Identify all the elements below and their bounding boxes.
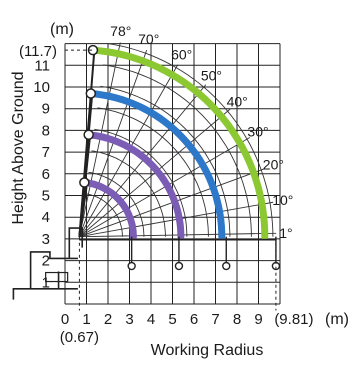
truck-outrigger bbox=[12, 288, 78, 300]
y-tick-label: 7 bbox=[42, 144, 50, 161]
boom-tip-curve bbox=[87, 90, 226, 241]
angle-label: 50° bbox=[201, 67, 222, 83]
angle-label: 60° bbox=[171, 46, 192, 62]
y-tick-label: 11 bbox=[34, 57, 50, 74]
angle-label: 70° bbox=[138, 31, 159, 47]
x-tick-label: 3 bbox=[125, 311, 133, 328]
boom-silhouette bbox=[78, 54, 96, 237]
radius-arc bbox=[106, 42, 274, 237]
x-tick-label: 2 bbox=[104, 311, 112, 328]
boom-tip-hook bbox=[79, 177, 90, 188]
hook-marker bbox=[127, 261, 136, 271]
truck-cab bbox=[29, 251, 78, 289]
dimension-guides bbox=[65, 49, 277, 311]
crane-pedestal bbox=[68, 227, 83, 259]
y-tick-label: 4 bbox=[42, 209, 50, 226]
x-special-label: (0.67) bbox=[60, 329, 99, 346]
boom-tip-hook bbox=[83, 129, 94, 140]
angle-label: 30° bbox=[247, 123, 268, 139]
x-tick-label: 0 bbox=[61, 311, 69, 328]
y-unit-label: (m) bbox=[50, 21, 74, 38]
labels: Height Above Ground Working Radius (m) (… bbox=[10, 21, 349, 359]
x-tick-label: 8 bbox=[233, 311, 241, 328]
boom-tip-curves bbox=[79, 44, 281, 271]
radius-arc bbox=[91, 150, 166, 237]
x-tick-label: 4 bbox=[147, 311, 155, 328]
angle-label: 78° bbox=[110, 23, 131, 39]
y-tick-label: 2 bbox=[42, 253, 50, 270]
y-tick-label: 8 bbox=[42, 122, 50, 139]
radius-arc bbox=[97, 107, 209, 237]
x-tick-label: 6 bbox=[190, 311, 198, 328]
radius-arc bbox=[103, 64, 252, 237]
y-tick-label: 1 bbox=[42, 274, 50, 291]
x-tick-label: 5 bbox=[168, 311, 176, 328]
angle-label: 20° bbox=[263, 157, 284, 173]
y-tick-label: 10 bbox=[33, 79, 50, 96]
radius-arc bbox=[100, 85, 231, 237]
angle-label: 10° bbox=[272, 192, 293, 208]
boom-tip-curve bbox=[80, 179, 137, 241]
x-tick-label: 7 bbox=[211, 311, 219, 328]
x-tick-label: 9 bbox=[254, 311, 262, 328]
boom-tip-curve bbox=[85, 131, 185, 241]
y-tick-label: 9 bbox=[42, 101, 50, 118]
y-tick-label: 6 bbox=[42, 166, 50, 183]
angle-label: 40° bbox=[227, 93, 248, 109]
y-tick-label: 3 bbox=[42, 231, 50, 248]
hook-marker bbox=[222, 261, 231, 271]
x-axis-title: Working Radius bbox=[151, 342, 264, 359]
radius-arc bbox=[85, 193, 123, 237]
grid bbox=[64, 43, 281, 305]
radius-arc bbox=[88, 171, 145, 237]
x-unit-label: (m) bbox=[325, 311, 349, 328]
boom-tip-hook bbox=[85, 88, 97, 99]
boom-tip-hook bbox=[87, 44, 99, 56]
x-special-label: (9.81) bbox=[274, 311, 313, 328]
angle-label: 1° bbox=[279, 225, 292, 241]
hook-marker bbox=[174, 261, 184, 271]
boom-tip-curve bbox=[89, 46, 269, 241]
y-tick-label: 5 bbox=[42, 188, 50, 205]
working-range-arcs bbox=[85, 42, 274, 237]
truck-body bbox=[45, 271, 69, 283]
y-special-label: (11.7) bbox=[19, 43, 57, 60]
crane-truck-outline bbox=[12, 54, 96, 300]
radius-arc bbox=[94, 128, 188, 237]
x-tick-label: 1 bbox=[82, 311, 90, 328]
y-axis-title: Height Above Ground bbox=[10, 72, 27, 225]
